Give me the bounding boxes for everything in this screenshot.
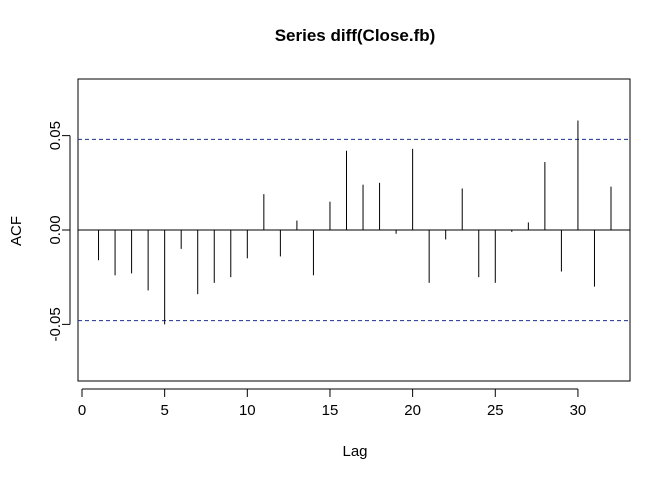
x-tick-label-5: 5 xyxy=(160,402,168,419)
plot-area: 0 5 10 15 20 25 30 -0.05 0.00 0.05 xyxy=(47,78,631,419)
x-tick-label-15: 15 xyxy=(322,402,339,419)
x-tick-label-0: 0 xyxy=(78,402,86,419)
x-axis-label: Lag xyxy=(342,443,367,460)
chart-title: Series diff(Close.fb) xyxy=(275,26,436,45)
x-tick-label-10: 10 xyxy=(239,402,256,419)
y-tick-label-1: 0.00 xyxy=(47,215,64,244)
y-axis-label: ACF xyxy=(8,216,25,246)
y-tick-label-0: -0.05 xyxy=(47,307,64,341)
x-tick-label-20: 20 xyxy=(404,402,421,419)
y-tick-label-2: 0.05 xyxy=(47,121,64,150)
x-tick-label-25: 25 xyxy=(487,402,504,419)
x-tick-label-30: 30 xyxy=(570,402,587,419)
